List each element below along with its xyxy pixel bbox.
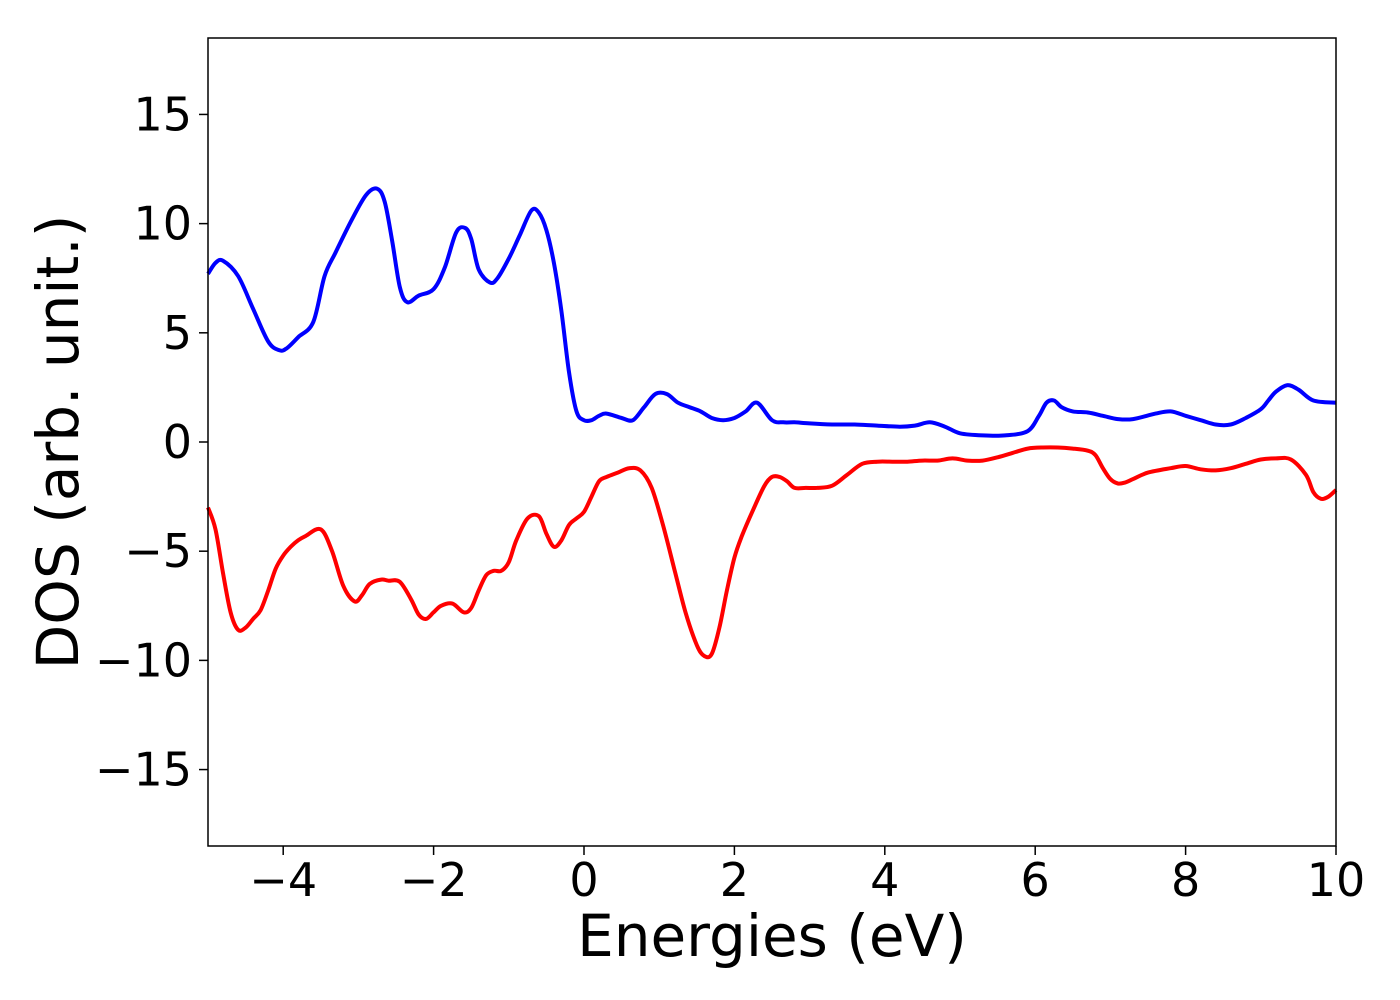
y-axis-label: DOS (arb. unit.)	[24, 215, 92, 670]
y-tick-label: −5	[124, 524, 192, 578]
y-tick-label: 15	[133, 87, 192, 141]
x-tick-label: 8	[1171, 853, 1200, 907]
y-tick-label: −10	[95, 633, 192, 687]
x-tick-label: −4	[249, 853, 317, 907]
series-line-2	[206, 445, 1338, 660]
y-tick-label: 10	[133, 197, 192, 251]
y-tick-label: 0	[163, 415, 192, 469]
x-tick-label: −2	[400, 853, 468, 907]
x-tick-label: 4	[870, 853, 899, 907]
x-tick-label: 2	[720, 853, 749, 907]
ticks-layer: −4 −2 0 2 4 6 8 10 −15 −10 −5 0 5 10 15	[95, 87, 1365, 907]
x-tick-label: 0	[569, 853, 598, 907]
x-axis-label: Energies (eV)	[577, 902, 967, 970]
x-tick-label: 6	[1021, 853, 1050, 907]
plot-frame	[207, 37, 1337, 847]
series-line-1	[206, 186, 1337, 438]
x-tick-label: 10	[1307, 853, 1366, 907]
series-layer	[206, 186, 1338, 660]
y-tick-label: −15	[95, 743, 192, 797]
y-tick-label: 5	[163, 306, 192, 360]
